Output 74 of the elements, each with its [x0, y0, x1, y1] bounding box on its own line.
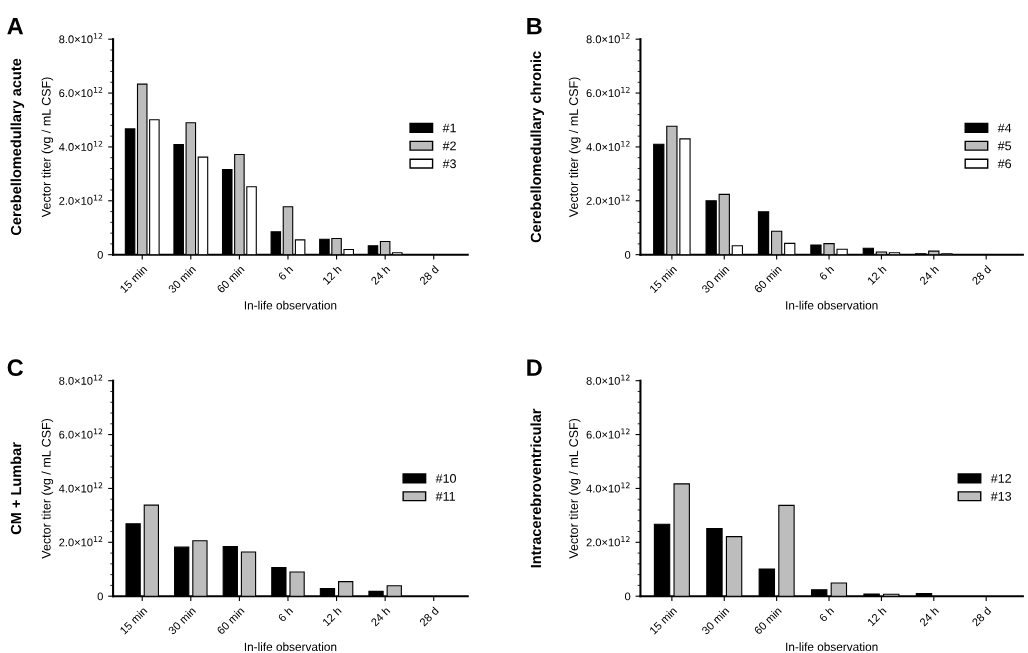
x-tick-label: 28 d — [418, 606, 439, 627]
y-tick-label: 6.0×10$^{12}$ — [586, 428, 630, 439]
text: CM + Lumbar — [10, 442, 22, 535]
x-tick-label: 6 h — [818, 606, 835, 623]
legend-label: #10 — [435, 474, 456, 483]
y-tick-label: 8.0×10$^{12}$ — [59, 374, 103, 385]
x-tick-label: 15 min — [119, 264, 148, 294]
x-tick-label: 15 min — [648, 606, 678, 635]
y-tick-label: 4.0×10$^{12}$ — [58, 140, 103, 151]
y-axis-title: Vector titer (vg / mL CSF) — [41, 418, 54, 559]
y-tick-label: 4.0×10$^{12}$ — [586, 482, 630, 493]
text: C — [7, 359, 24, 377]
y-axis-title: Vector titer (vg / mL CSF) — [41, 77, 54, 218]
x-tick-label: 30 min — [700, 606, 730, 635]
y-tick-label: 6.0×10$^{12}$ — [59, 428, 103, 439]
y-tick-label: 8.0×10$^{12}$ — [586, 33, 630, 44]
x-tick-label: 12 h — [321, 264, 342, 285]
text: Cerebellomedullary chronic — [530, 51, 544, 243]
x-tick-label: 60 min — [753, 606, 782, 635]
x-tick-label: 6 h — [818, 264, 835, 281]
y-tick-label: 2.0×10$^{12}$ — [59, 194, 103, 205]
y-axis-title: Vector titer (vg / mL CSF) — [568, 77, 581, 218]
y-tick-label: 6.0×10$^{12}$ — [59, 86, 103, 98]
text: Cerebellomedullary acute — [10, 58, 25, 236]
y-tick-label: 0 — [624, 592, 631, 601]
x-tick-label: 15 min — [648, 264, 678, 294]
y-tick-label: 4.0×10$^{12}$ — [58, 482, 103, 493]
x-axis-title: In-life observation — [786, 642, 878, 652]
x-tick-label: 28 d — [971, 264, 992, 286]
x-tick-label: 6 h — [277, 606, 294, 623]
legend-label: #4 — [997, 123, 1012, 133]
legend-label: #1 — [442, 123, 456, 133]
legend-label: #2 — [442, 141, 456, 151]
x-axis-title: In-life observation — [244, 642, 337, 652]
legend-label: #12 — [990, 474, 1011, 483]
x-tick-label: 28 d — [418, 264, 439, 286]
x-axis-title: In-life observation — [244, 300, 337, 310]
x-tick-label: 24 h — [370, 264, 391, 285]
x-tick-label: 12 h — [866, 264, 887, 285]
y-tick-label: 8.0×10$^{12}$ — [586, 374, 630, 385]
x-tick-label: 24 h — [370, 606, 391, 627]
y-tick-label: 8.0×10$^{12}$ — [59, 33, 103, 44]
y-tick-label: 0 — [97, 250, 103, 259]
y-tick-label: 0 — [97, 592, 103, 601]
x-tick-label: 24 h — [918, 606, 939, 627]
legend-label: #5 — [997, 141, 1012, 151]
x-tick-label: 60 min — [216, 264, 245, 294]
x-tick-label: 30 min — [167, 606, 197, 635]
x-axis-title: In-life observation — [786, 300, 878, 310]
text: B — [527, 18, 542, 35]
text: D — [527, 359, 542, 376]
x-tick-label: 30 min — [167, 264, 197, 294]
text: A — [7, 18, 24, 35]
legend-label: #3 — [442, 159, 456, 169]
y-tick-label: 2.0×10$^{12}$ — [59, 536, 103, 547]
y-tick-label: 0 — [624, 250, 631, 259]
x-tick-label: 6 h — [277, 264, 294, 281]
x-tick-label: 60 min — [753, 264, 782, 294]
legend-label: #11 — [435, 492, 455, 501]
x-tick-label: 12 h — [321, 606, 342, 627]
text: Intracerebroventricular — [530, 408, 542, 568]
x-tick-label: 12 h — [866, 606, 887, 627]
x-tick-label: 15 min — [119, 606, 148, 635]
legend-label: #6 — [997, 159, 1012, 169]
y-tick-label: 2.0×10$^{12}$ — [586, 536, 630, 547]
x-tick-label: 28 d — [971, 606, 992, 627]
y-tick-label: 2.0×10$^{12}$ — [586, 194, 630, 205]
x-tick-label: 24 h — [918, 264, 939, 285]
x-tick-label: 30 min — [700, 264, 730, 294]
y-tick-label: 4.0×10$^{12}$ — [586, 140, 630, 151]
legend-label: #13 — [990, 491, 1012, 501]
y-tick-label: 6.0×10$^{12}$ — [586, 86, 630, 98]
x-tick-label: 60 min — [216, 606, 245, 635]
y-axis-title: Vector titer (vg / mL CSF) — [568, 418, 581, 559]
